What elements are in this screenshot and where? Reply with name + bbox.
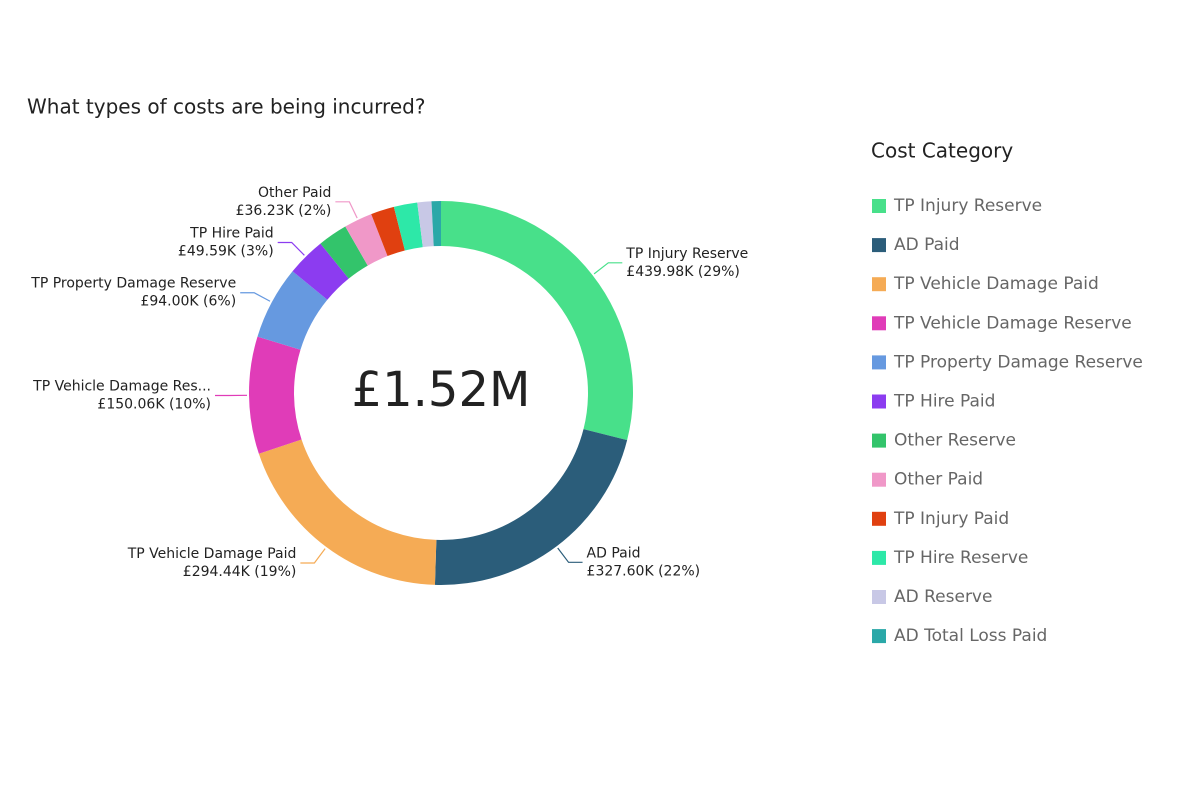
legend-swatch <box>872 590 886 604</box>
legend-swatch <box>872 394 886 409</box>
legend-swatch <box>872 355 886 370</box>
donut-slice <box>393 202 423 251</box>
legend-swatch <box>872 199 886 213</box>
legend-swatch <box>872 316 886 331</box>
legend-label: AD Total Loss Paid <box>894 626 1047 646</box>
donut-slice <box>431 201 441 247</box>
leader-line <box>240 292 271 302</box>
data-label-value: £36.23K (2%) <box>236 203 332 219</box>
legend-label: Other Reserve <box>894 431 1016 451</box>
legend-label: TP Injury Paid <box>893 509 1009 529</box>
leader-line <box>335 201 358 219</box>
legend-swatch <box>872 277 886 292</box>
donut-slice <box>345 214 388 266</box>
legend-label: TP Hire Paid <box>893 392 995 412</box>
legend-title: Cost Category <box>871 139 1013 163</box>
legend-label: TP Vehicle Damage Reserve <box>893 313 1132 333</box>
data-label-name: TP Property Damage Reserve <box>30 276 236 292</box>
donut-slice <box>434 429 628 585</box>
data-label-name: TP Vehicle Damage Res... <box>32 379 211 395</box>
legend-label: TP Vehicle Damage Paid <box>893 274 1099 294</box>
data-label-value: £150.06K (10%) <box>97 397 211 413</box>
donut-slice <box>417 201 434 248</box>
data-label-value: £439.98K (29%) <box>626 264 740 280</box>
data-label-value: £327.60K (22%) <box>587 563 701 579</box>
donut-slice <box>257 271 328 350</box>
legend-swatch <box>872 433 886 448</box>
legend-swatch <box>872 511 886 526</box>
data-label-value: £94.00K (6%) <box>140 294 236 310</box>
chart-title: What types of costs are being incurred? <box>27 95 425 119</box>
leader-line <box>300 548 326 564</box>
donut-slice <box>249 336 302 454</box>
data-label-value: £49.59K (3%) <box>178 243 274 259</box>
data-label-name: TP Vehicle Damage Paid <box>127 546 297 562</box>
legend-swatch <box>872 629 886 644</box>
data-label-name: Other Paid <box>258 185 331 201</box>
legend-label: Other Paid <box>894 470 983 490</box>
legend-label: TP Property Damage Reserve <box>893 352 1143 372</box>
donut-slice <box>292 243 349 300</box>
data-label-name: TP Injury Reserve <box>625 246 748 262</box>
center-label: £1.52M <box>352 362 531 418</box>
donut-slice <box>258 439 437 585</box>
legend-label: TP Injury Reserve <box>893 196 1042 216</box>
donut-slice <box>441 201 633 441</box>
leader-line <box>277 241 305 256</box>
data-label-name: AD Paid <box>587 545 641 561</box>
leader-line <box>593 262 623 275</box>
legend-label: TP Hire Reserve <box>893 548 1028 568</box>
leader-line <box>557 547 583 563</box>
donut-slice <box>320 226 368 279</box>
legend-swatch <box>872 550 886 565</box>
donut-slice <box>371 206 405 257</box>
legend-label: AD Paid <box>894 235 960 255</box>
legend-swatch <box>872 472 886 487</box>
data-label-value: £294.44K (19%) <box>183 564 297 580</box>
legend-swatch <box>872 238 886 253</box>
legend-label: AD Reserve <box>894 587 992 607</box>
data-label-name: TP Hire Paid <box>189 225 274 241</box>
